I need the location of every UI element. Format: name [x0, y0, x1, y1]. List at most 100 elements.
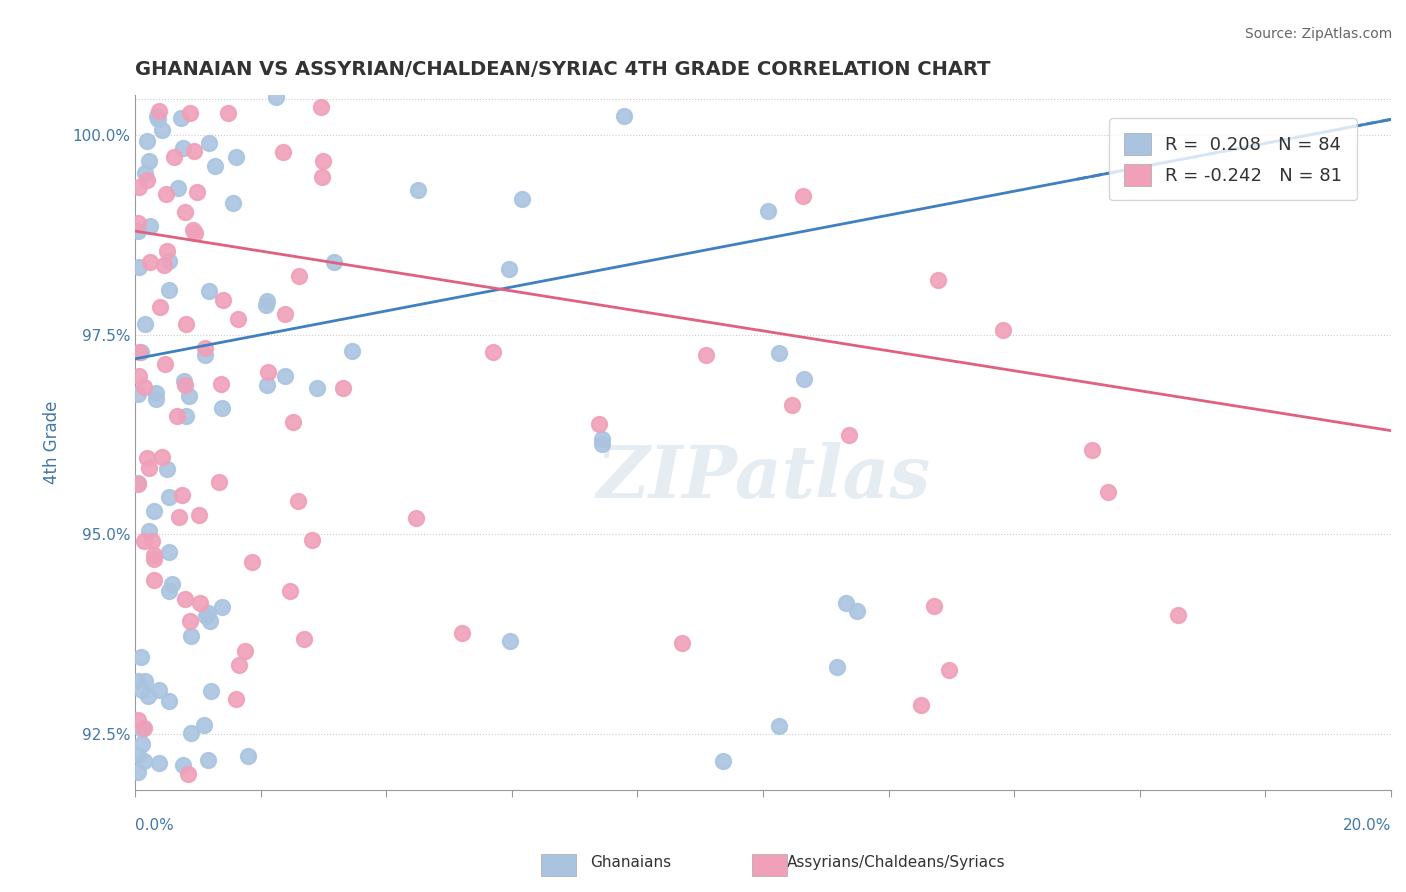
Point [135, 134, 157, 148]
Point [127, 764, 149, 779]
Point [292, 632, 315, 646]
Text: ZIPatlas: ZIPatlas [596, 442, 931, 513]
Point [153, 258, 176, 272]
Point [127, 224, 149, 238]
Point [177, 389, 200, 403]
Point [146, 109, 169, 123]
Text: 0.0%: 0.0% [135, 818, 174, 833]
Point [1167, 608, 1189, 623]
Point [129, 345, 152, 359]
Point [139, 254, 162, 268]
Point [312, 153, 335, 168]
Point [311, 169, 333, 184]
Point [169, 510, 191, 524]
Point [129, 649, 152, 664]
Point [134, 721, 156, 735]
Point [127, 216, 149, 230]
Point [768, 346, 790, 360]
Point [138, 153, 160, 168]
Point [591, 432, 613, 446]
Point [174, 317, 197, 331]
Point [157, 283, 180, 297]
Point [127, 476, 149, 491]
Point [211, 293, 233, 308]
Point [177, 766, 200, 780]
Point [134, 166, 156, 180]
Point [138, 461, 160, 475]
Point [143, 548, 166, 562]
Point [274, 369, 297, 384]
Point [910, 698, 932, 712]
Point [222, 195, 245, 210]
Point [780, 398, 803, 412]
Point [194, 348, 217, 362]
Point [193, 341, 215, 355]
Point [1081, 443, 1104, 458]
Point [131, 737, 153, 751]
Point [183, 144, 205, 158]
Point [845, 604, 868, 618]
Point [127, 673, 149, 688]
Point [211, 401, 233, 416]
Point [498, 262, 520, 277]
Point [127, 747, 149, 762]
Point [157, 545, 180, 559]
Point [153, 357, 176, 371]
Text: Assyrians/Chaldeans/Syriacs: Assyrians/Chaldeans/Syriacs [787, 855, 1005, 870]
Point [281, 415, 304, 429]
Point [170, 488, 193, 502]
Point [993, 323, 1015, 337]
Point [156, 244, 179, 258]
Point [225, 151, 247, 165]
Point [792, 189, 814, 203]
Point [134, 674, 156, 689]
Point [145, 392, 167, 406]
Point [136, 173, 159, 187]
Point [157, 490, 180, 504]
Point [711, 754, 734, 768]
Point [309, 100, 332, 114]
Point [236, 749, 259, 764]
Point [211, 599, 233, 614]
Point [128, 260, 150, 274]
Point [141, 533, 163, 548]
Point [225, 691, 247, 706]
Point [827, 660, 849, 674]
Point [198, 614, 221, 628]
Text: Ghanaians: Ghanaians [591, 855, 672, 870]
Point [332, 381, 354, 395]
Point [166, 409, 188, 423]
Point [127, 387, 149, 401]
Point [274, 307, 297, 321]
Point [482, 345, 505, 359]
Point [173, 592, 195, 607]
Point [132, 534, 155, 549]
Point [591, 437, 613, 451]
Point [695, 349, 717, 363]
Point [406, 183, 429, 197]
Point [287, 494, 309, 508]
Point [179, 614, 201, 628]
Point [198, 136, 221, 151]
Point [793, 372, 815, 386]
Point [127, 713, 149, 727]
Point [188, 508, 211, 522]
Point [927, 272, 949, 286]
Text: 20.0%: 20.0% [1343, 818, 1391, 833]
Point [188, 596, 211, 610]
Point [128, 180, 150, 194]
Point [148, 756, 170, 770]
Point [256, 365, 278, 379]
Point [226, 311, 249, 326]
Point [499, 634, 522, 648]
Point [157, 583, 180, 598]
Point [138, 524, 160, 539]
Point [671, 636, 693, 650]
Point [128, 368, 150, 383]
Point [184, 226, 207, 240]
Point [143, 504, 166, 518]
Point [181, 222, 204, 236]
Point [256, 294, 278, 309]
Point [1097, 484, 1119, 499]
Point [134, 317, 156, 331]
